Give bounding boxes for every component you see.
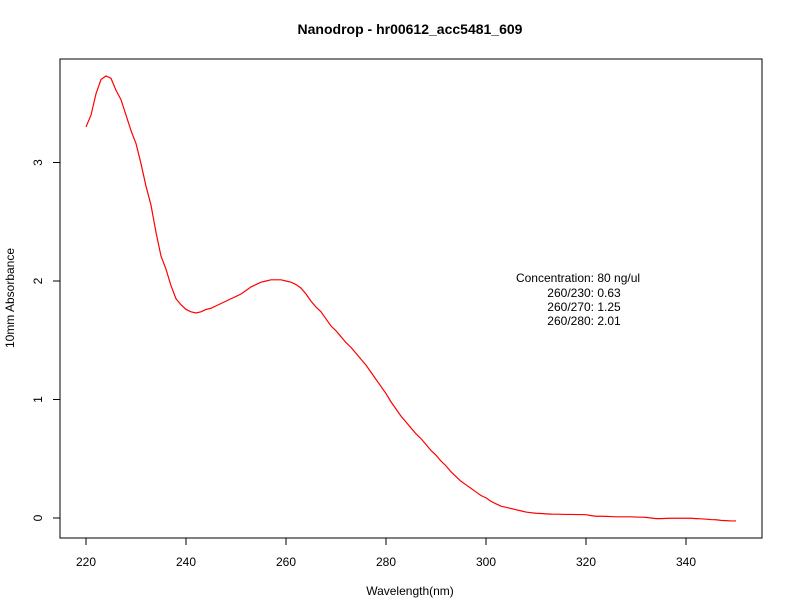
annotation-ratio-260-270: 260/270: 1.25 [547, 300, 621, 314]
x-tick-label: 320 [576, 555, 596, 569]
y-axis-label: 10mm Absorbance [3, 248, 17, 348]
x-tick-label: 220 [76, 555, 96, 569]
annotation-ratio-260-280: 260/280: 2.01 [547, 314, 621, 328]
x-tick-label: 240 [176, 555, 196, 569]
y-tick-label: 1 [31, 396, 45, 403]
y-tick-label: 3 [31, 159, 45, 166]
annotation-concentration: Concentration: 80 ng/ul [516, 271, 640, 285]
absorbance-line [85, 75, 736, 522]
y-axis: 0 1 2 3 [31, 159, 60, 521]
x-tick-label: 260 [276, 555, 296, 569]
y-tick-label: 0 [31, 514, 45, 521]
y-tick-label: 2 [31, 277, 45, 284]
annotation-ratio-260-230: 260/230: 0.63 [547, 286, 621, 300]
annotation-block: Concentration: 80 ng/ul 260/230: 0.63 26… [516, 271, 640, 328]
x-tick-label: 300 [476, 555, 496, 569]
x-axis: 220 240 260 280 300 320 340 [76, 538, 696, 569]
x-tick-label: 280 [376, 555, 396, 569]
x-axis-label: Wavelength(nm) [366, 584, 454, 598]
plot-area-frame [59, 58, 763, 539]
chart-title: Nanodrop - hr00612_acc5481_609 [298, 21, 523, 37]
x-tick-label: 340 [676, 555, 696, 569]
